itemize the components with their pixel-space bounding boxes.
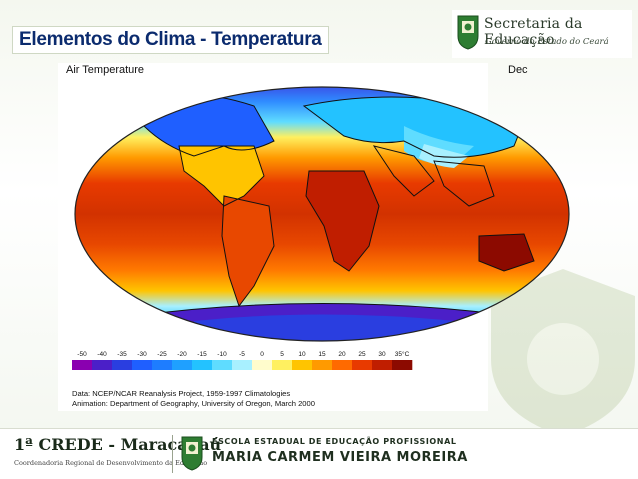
colorbar-tick-label: -25 [157,351,167,358]
colorbar-swatch [112,360,133,370]
colorbar-swatch [152,360,173,370]
colorbar-tick-label: 35°C [395,350,410,358]
secretaria-name: Secretaria da Educação [484,16,583,48]
crede-subtitle: Coordenadoria Regional de Desenvolviment… [14,459,208,467]
colorbar-swatch [172,360,193,370]
colorbar-swatch [332,360,353,370]
colorbar-swatch [292,360,313,370]
slide-title: Elementos do Clima - Temperatura [19,29,322,50]
colorbar-tick-label: -15 [197,351,207,358]
figure-month-label: Dec [508,64,528,76]
ceara-coat-of-arms-icon [181,436,203,471]
ceara-coat-of-arms-icon [457,15,479,50]
colorbar-swatch [272,360,293,370]
colorbar-tick-label: 30 [378,351,386,358]
colorbar-swatch [192,360,213,370]
school-name: MARIA CARMEM VIEIRA MOREIRA [212,450,468,465]
colorbar-swatch [372,360,393,370]
watermark-emblem-icon [491,269,635,437]
temperature-world-map [74,86,570,342]
figure-credits: Data: NCEP/NCAR Reanalysis Project, 1959… [72,389,315,409]
credits-data-source: Data: NCEP/NCAR Reanalysis Project, 1959… [72,389,291,398]
colorbar-swatch [232,360,253,370]
colorbar-tick-label: -50 [77,351,87,358]
colorbar-swatch [72,360,93,370]
footer-bar: 1ª CREDE - Maracanaú Coordenadoria Regio… [0,428,638,479]
credits-animation-source: Animation: Department of Geography, Univ… [72,399,315,408]
figure-variable-label: Air Temperature [66,64,145,76]
colorbar-swatch [352,360,373,370]
crede-title: 1ª CREDE - Maracanaú [14,435,222,454]
colorbar-tick-label: -10 [217,351,227,358]
colorbar-tick-label: -40 [97,351,107,358]
title-box: Elementos do Clima - Temperatura [12,26,329,54]
colorbar-tick-label: 5 [280,351,284,358]
colorbar-swatch [212,360,233,370]
colorbar-swatch [312,360,333,370]
colorbar-tick-label: 0 [260,351,264,358]
colorbar-swatch [252,360,273,370]
colorbar-tick-label: 20 [338,351,346,358]
colorbar-swatch [92,360,113,370]
school-type: ESCOLA ESTADUAL DE EDUCAÇÃO PROFISSIONAL [212,437,457,446]
colorbar-tick-label: 10 [298,351,306,358]
footer-divider [172,435,173,473]
colorbar-tick-label: -35 [117,351,127,358]
government-name: Governo do Estado do Ceará [485,37,609,47]
temperature-colorbar: -50 -40 -35 -30 -25 -20 -15 -10 -5 0 5 10 15 20 25 30 35… [72,350,413,370]
colorbar-tick-label: -5 [239,351,245,358]
colorbar-tick-label: -20 [177,351,187,358]
secretaria-logo: Secretaria da Educação Governo do Estado… [452,10,632,58]
colorbar-tick-label: 25 [358,351,366,358]
colorbar-swatch [132,360,153,370]
colorbar-tick-label: 15 [318,351,326,358]
colorbar-swatch [392,360,413,370]
colorbar-tick-label: -30 [137,351,147,358]
